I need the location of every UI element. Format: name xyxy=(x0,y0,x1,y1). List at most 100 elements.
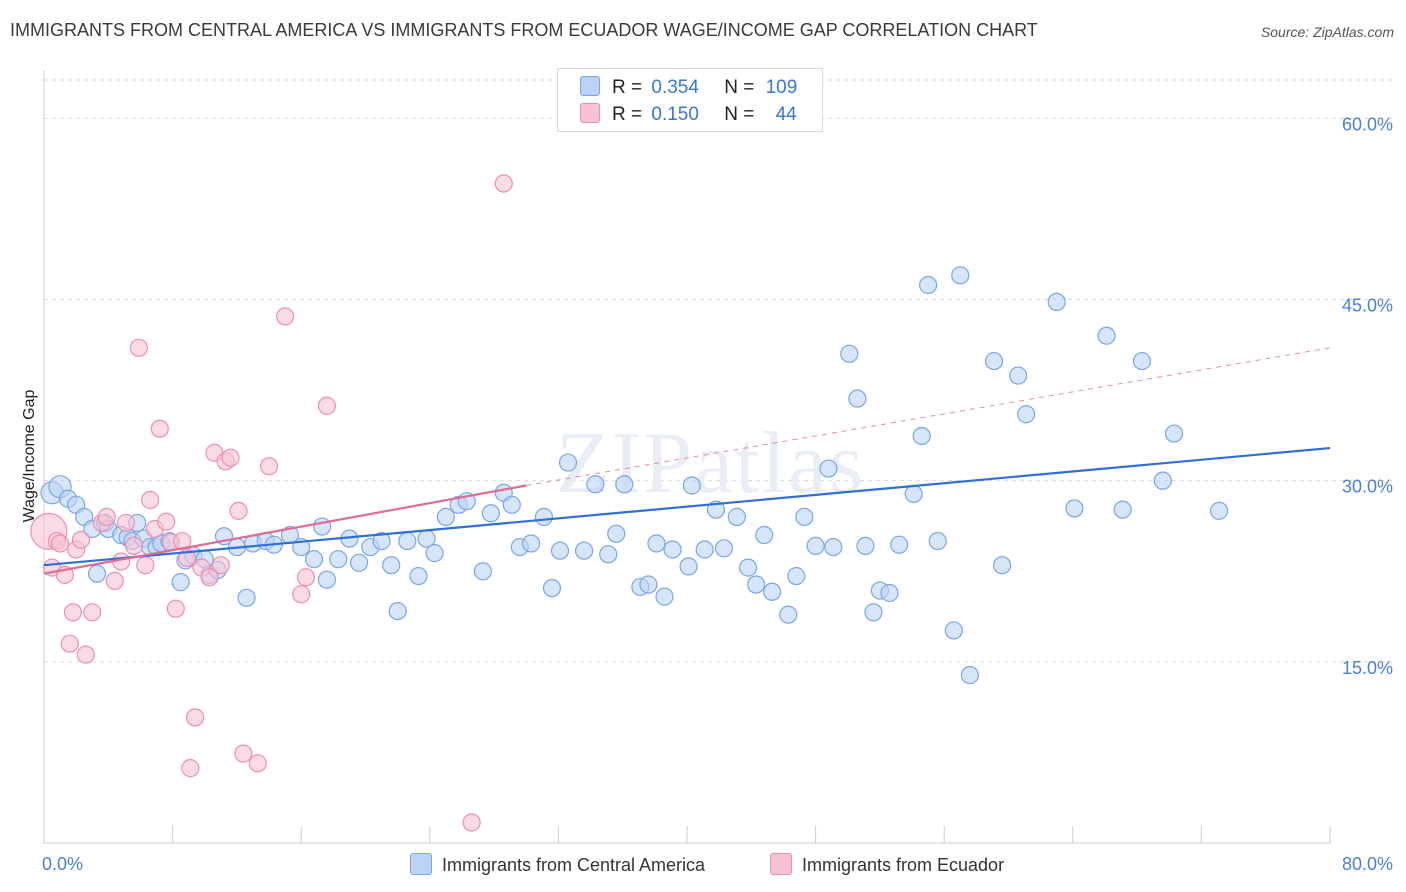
data-point-ecuador xyxy=(76,645,95,664)
data-point-ecuador xyxy=(83,603,102,622)
data-point-ecuador xyxy=(234,744,253,763)
data-point-central-america xyxy=(951,266,970,285)
data-point-ecuador xyxy=(317,396,337,415)
data-point-ecuador xyxy=(105,571,124,591)
x-tick-label-max: 80.0% xyxy=(1342,854,1393,874)
data-point-ecuador xyxy=(124,536,144,555)
data-point-central-america xyxy=(1132,351,1152,371)
data-point-central-america xyxy=(1097,326,1116,345)
data-point-central-america xyxy=(795,507,814,526)
data-point-central-america xyxy=(928,531,947,551)
y-axis-label: Wage/Income Gap xyxy=(21,390,38,523)
bottom-legend-central-america: Immigrants from Central America xyxy=(410,853,705,876)
data-point-central-america xyxy=(695,540,714,559)
data-point-ecuador xyxy=(200,568,219,587)
data-point-ecuador xyxy=(50,534,70,553)
data-point-central-america xyxy=(727,507,746,526)
data-point-central-america xyxy=(1009,366,1028,385)
y-tick-label: 45.0% xyxy=(1342,295,1393,315)
y-tick-label: 60.0% xyxy=(1342,114,1393,134)
legend-row-central-america: R = 0.354 N = 109 xyxy=(580,76,797,100)
data-point-ecuador xyxy=(166,599,185,618)
bottom-legend-swatch-blue xyxy=(410,853,432,875)
data-point-ecuador xyxy=(136,556,155,575)
grid-lines xyxy=(44,79,1392,663)
data-point-central-america xyxy=(944,621,963,640)
data-point-ecuador xyxy=(211,556,230,575)
data-point-central-america xyxy=(372,531,391,551)
bottom-legend-swatch-pink xyxy=(770,853,792,875)
y-tick-label: 15.0% xyxy=(1342,658,1393,678)
data-point-central-america xyxy=(425,544,444,563)
data-point-central-america xyxy=(1164,424,1184,443)
legend-n-value: 44 xyxy=(775,104,797,125)
data-point-central-america xyxy=(639,575,658,594)
data-point-central-america xyxy=(787,566,806,586)
data-point-central-america xyxy=(779,605,798,624)
data-point-central-america xyxy=(87,564,107,583)
data-point-central-america xyxy=(575,541,594,560)
data-point-ecuador xyxy=(157,512,176,531)
data-point-central-america xyxy=(1065,499,1084,518)
data-point-ecuador xyxy=(462,813,481,832)
data-point-central-america xyxy=(984,351,1004,371)
data-point-central-america xyxy=(550,541,570,560)
data-point-central-america xyxy=(890,535,909,554)
data-point-central-america xyxy=(329,550,348,569)
trend-lines xyxy=(43,347,1331,575)
data-point-central-america xyxy=(960,666,980,685)
data-point-ecuador xyxy=(63,603,83,622)
data-point-ecuador xyxy=(150,419,169,438)
data-point-central-america xyxy=(819,459,838,478)
data-point-central-america xyxy=(856,536,875,555)
data-point-central-america xyxy=(864,603,883,622)
data-point-central-america xyxy=(171,573,190,592)
data-point-central-america xyxy=(912,426,931,446)
data-point-central-america xyxy=(237,588,256,607)
data-point-ecuador xyxy=(292,585,311,604)
data-point-ecuador xyxy=(129,338,148,357)
data-point-ecuador xyxy=(97,507,116,526)
trend-line-ecuador xyxy=(43,484,527,575)
data-point-ecuador xyxy=(71,530,91,549)
data-point-ecuador xyxy=(186,708,205,727)
legend-swatch-blue xyxy=(580,76,600,96)
legend-swatch-pink xyxy=(580,103,600,123)
data-point-central-america xyxy=(655,587,674,606)
data-point-central-america xyxy=(806,536,825,555)
data-point-central-america xyxy=(304,550,324,569)
data-point-ecuador xyxy=(494,174,513,193)
y-tick-labels: 15.0% 30.0% 45.0% 60.0% xyxy=(1342,114,1393,678)
data-point-ecuador xyxy=(221,448,240,467)
source-label: Source: ZipAtlas.com xyxy=(1260,24,1394,40)
series-ecuador-points xyxy=(30,174,513,832)
data-point-ecuador xyxy=(173,531,192,551)
data-point-central-america xyxy=(747,575,766,594)
data-point-central-america xyxy=(398,531,417,551)
data-point-central-america xyxy=(473,562,492,581)
x-tick-label-min: 0.0% xyxy=(42,854,83,874)
data-point-central-america xyxy=(1017,405,1036,424)
data-point-central-america xyxy=(317,570,337,589)
trend-line-central-america xyxy=(43,446,1331,567)
data-point-ecuador xyxy=(248,754,267,773)
data-point-central-america xyxy=(388,601,407,621)
y-tick-label: 30.0% xyxy=(1342,477,1393,497)
data-point-ecuador xyxy=(229,501,248,520)
data-point-central-america xyxy=(312,517,332,536)
legend-r-value: 0.354 xyxy=(651,77,699,98)
data-point-central-america xyxy=(534,507,554,526)
data-point-ecuador xyxy=(116,513,136,533)
data-point-central-america xyxy=(904,484,923,504)
data-point-central-america xyxy=(615,475,634,494)
data-point-central-america xyxy=(840,344,859,363)
data-point-central-america xyxy=(436,507,455,526)
watermark: ZIPatlas xyxy=(556,415,865,512)
data-point-central-america xyxy=(481,504,500,523)
x-axis-ticks xyxy=(172,826,1331,843)
data-point-central-america xyxy=(738,558,758,577)
data-point-central-america xyxy=(1047,292,1066,311)
data-point-central-america xyxy=(663,540,682,559)
legend-n-value: 109 xyxy=(765,77,798,98)
